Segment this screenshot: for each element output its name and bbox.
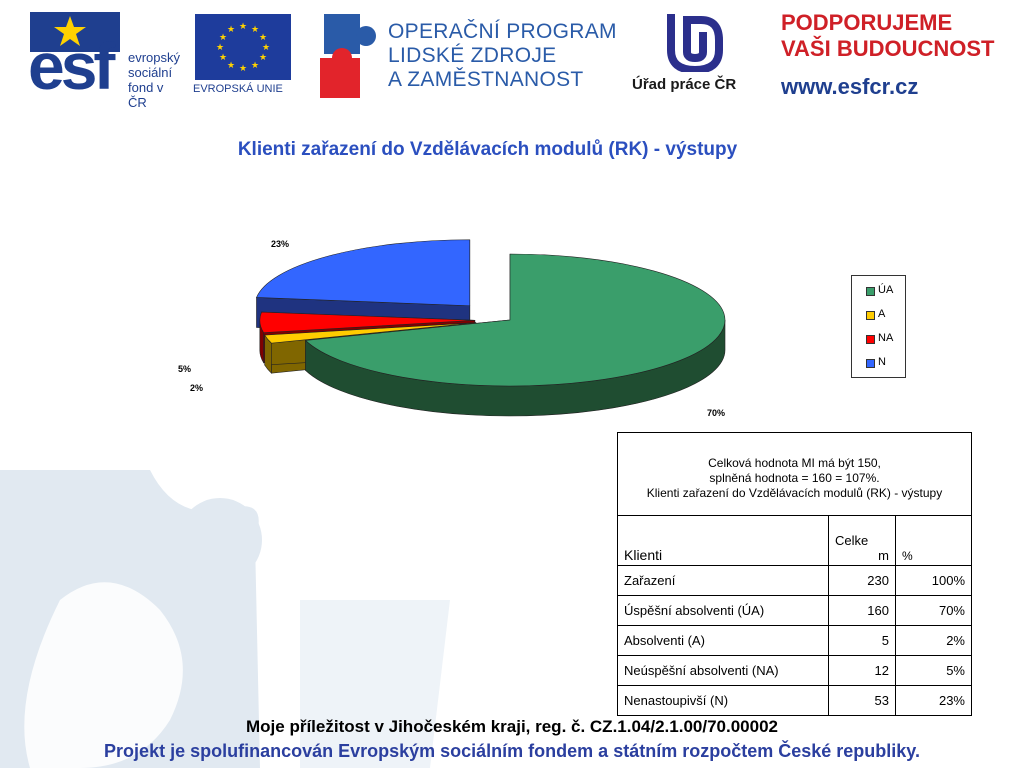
header-celkem-part1: Celke — [835, 533, 869, 548]
row-label: Absolventi (A) — [617, 625, 829, 656]
slogan-line-1: PODPORUJEME — [781, 10, 953, 35]
header-celkem-part2: m — [878, 548, 889, 563]
puzzle-logo-icon — [320, 14, 376, 98]
pie-slice-N — [256, 239, 471, 307]
legend-swatch — [866, 311, 875, 320]
footer-funding-note: Projekt je spolufinancován Evropským soc… — [104, 741, 920, 761]
row-percent: 70% — [895, 595, 972, 626]
esf-caption: evropský sociální fond v ČR — [128, 50, 180, 110]
row-percent: 5% — [895, 655, 972, 686]
row-label: Zařazení — [617, 565, 829, 596]
note-line-1: Celková hodnota MI má být 150, — [708, 455, 881, 470]
table-note: Celková hodnota MI má být 150, splněná h… — [617, 432, 972, 516]
eu-label: EVROPSKÁ UNIE — [193, 83, 283, 95]
website-link[interactable]: www.esfcr.cz — [781, 74, 919, 99]
svg-text:★: ★ — [239, 22, 247, 32]
row-label: Nenastoupivší (N) — [617, 685, 829, 716]
urad-prace-label: Úřad práce ČR — [632, 76, 737, 93]
chart-title: Klienti zařazení do Vzdělávacích modulů … — [237, 139, 738, 160]
legend-label: NA — [878, 332, 894, 344]
svg-text:★: ★ — [259, 33, 267, 43]
svg-text:★: ★ — [259, 53, 267, 63]
pie-data-label: 70% — [707, 408, 725, 418]
row-percent: 100% — [895, 565, 972, 596]
urad-prace-logo-icon — [667, 14, 723, 72]
podporujeme-slogan: PODPORUJEME VAŠI BUDOUCNOST — [781, 10, 995, 62]
header-klienti: Klienti — [617, 515, 829, 566]
pie-data-label: 2% — [190, 383, 203, 393]
table-row: Nenastoupivší (N) 53 23% — [617, 685, 972, 716]
legend-label: N — [878, 356, 886, 368]
svg-text:★: ★ — [251, 61, 259, 71]
svg-text:★: ★ — [262, 43, 270, 53]
legend-label: ÚA — [878, 284, 894, 296]
note-line-3: Klienti zařazení do Vzdělávacích modulů … — [646, 485, 943, 500]
row-count: 5 — [828, 625, 896, 656]
row-percent: 23% — [895, 685, 972, 716]
row-count: 12 — [828, 655, 896, 686]
note-line-2: splněná hodnota = 160 = 107%. — [709, 470, 880, 485]
chart-legend: ÚA A NA N — [851, 275, 906, 378]
esf-line-1: evropský — [128, 50, 181, 65]
row-count: 53 — [828, 685, 896, 716]
svg-text:★: ★ — [219, 53, 227, 63]
row-percent: 2% — [895, 625, 972, 656]
table-header-row: Klienti Celke m % — [617, 515, 972, 566]
row-label: Neúspěšní absolventi (NA) — [617, 655, 829, 686]
header-percent: % — [895, 515, 972, 566]
eu-flag-icon: ★ ★ ★ ★ ★ ★ ★ ★ ★ ★ ★ ★ — [195, 14, 291, 80]
esf-line-2: sociální — [128, 65, 173, 80]
table-row: Úspěšní absolventi (ÚA) 160 70% — [617, 595, 972, 626]
data-table: Celková hodnota MI má být 150, splněná h… — [617, 432, 972, 716]
pie-slice-ÚA — [304, 253, 726, 387]
table-row: Zařazení 230 100% — [617, 565, 972, 596]
op-line-2: LIDSKÉ ZDROJE — [388, 44, 557, 67]
op-lz-logo-text: OPERAČNÍ PROGRAM LIDSKÉ ZDROJE A ZAMĚSTN… — [388, 20, 617, 92]
table-row: Neúspěšní absolventi (NA) 12 5% — [617, 655, 972, 686]
op-line-3: A ZAMĚSTNANOST — [388, 68, 584, 91]
esf-wordmark: esf — [28, 29, 115, 103]
svg-text:★: ★ — [216, 43, 224, 53]
esf-line-3: fond v ČR — [128, 80, 164, 110]
svg-text:★: ★ — [219, 33, 227, 43]
slogan-line-2: VAŠI BUDOUCNOST — [781, 36, 995, 61]
footer-project-title: Moje příležitost v Jihočeském kraji, reg… — [246, 717, 778, 736]
legend-label: A — [878, 308, 886, 320]
pie-chart: 70% 2% 5% 23% — [178, 239, 726, 418]
row-count: 230 — [828, 565, 896, 596]
pie-slice-A — [264, 322, 476, 344]
svg-text:★: ★ — [227, 25, 235, 35]
legend-swatch — [866, 359, 875, 368]
pie-data-label: 5% — [178, 364, 191, 374]
row-label: Úspěšní absolventi (ÚA) — [617, 595, 829, 626]
op-line-1: OPERAČNÍ PROGRAM — [388, 20, 617, 43]
table-row: Absolventi (A) 5 2% — [617, 625, 972, 656]
svg-text:★: ★ — [251, 25, 259, 35]
legend-swatch — [866, 287, 875, 296]
svg-text:★: ★ — [239, 64, 247, 74]
pie-data-label: 23% — [271, 239, 289, 249]
row-count: 160 — [828, 595, 896, 626]
legend-swatch — [866, 335, 875, 344]
star-icon — [30, 12, 120, 52]
header-celkem: Celke m — [828, 515, 896, 566]
pie-slice-NA — [259, 311, 475, 334]
svg-text:★: ★ — [227, 61, 235, 71]
